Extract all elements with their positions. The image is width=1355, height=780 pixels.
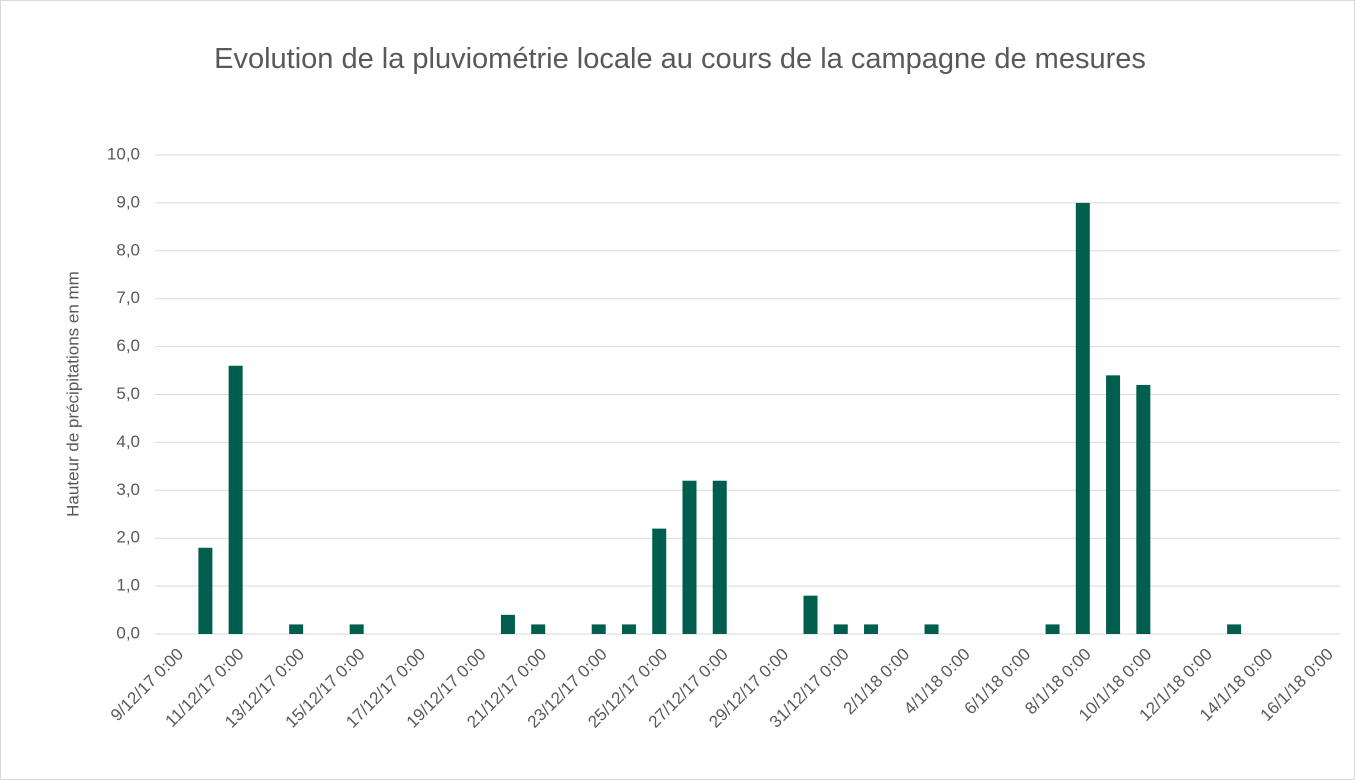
bar bbox=[1136, 384, 1151, 634]
bar bbox=[198, 547, 213, 634]
bar bbox=[531, 624, 546, 634]
bar bbox=[924, 624, 939, 634]
bar bbox=[349, 624, 364, 634]
chart-title: Evolution de la pluviométrie locale au c… bbox=[214, 43, 1146, 75]
y-tick-label: 1,0 bbox=[116, 576, 140, 595]
y-tick-label: 4,0 bbox=[116, 432, 140, 451]
y-tick-label: 7,0 bbox=[116, 288, 140, 307]
bar bbox=[1227, 624, 1242, 634]
y-tick-label: 6,0 bbox=[116, 336, 140, 355]
bar bbox=[803, 595, 818, 634]
bar bbox=[833, 624, 848, 634]
y-tick-label: 10,0 bbox=[107, 144, 140, 163]
bar bbox=[1045, 624, 1060, 634]
y-tick-label: 0,0 bbox=[116, 623, 140, 642]
bar bbox=[1106, 375, 1121, 634]
bar bbox=[500, 614, 515, 634]
bar bbox=[864, 624, 879, 634]
bar bbox=[1075, 202, 1090, 634]
y-tick-label: 2,0 bbox=[116, 528, 140, 547]
y-tick-label: 9,0 bbox=[116, 192, 140, 211]
y-tick-label: 5,0 bbox=[116, 384, 140, 403]
bar bbox=[712, 480, 727, 634]
y-tick-label: 8,0 bbox=[116, 240, 140, 259]
y-axis-label: Hauteur de précipitations en mm bbox=[63, 271, 82, 517]
bar bbox=[621, 624, 636, 634]
bar bbox=[591, 624, 606, 634]
bar bbox=[228, 365, 243, 634]
y-tick-label: 3,0 bbox=[116, 480, 140, 499]
bar bbox=[652, 528, 667, 634]
bar bbox=[682, 480, 697, 634]
bar bbox=[289, 624, 304, 634]
